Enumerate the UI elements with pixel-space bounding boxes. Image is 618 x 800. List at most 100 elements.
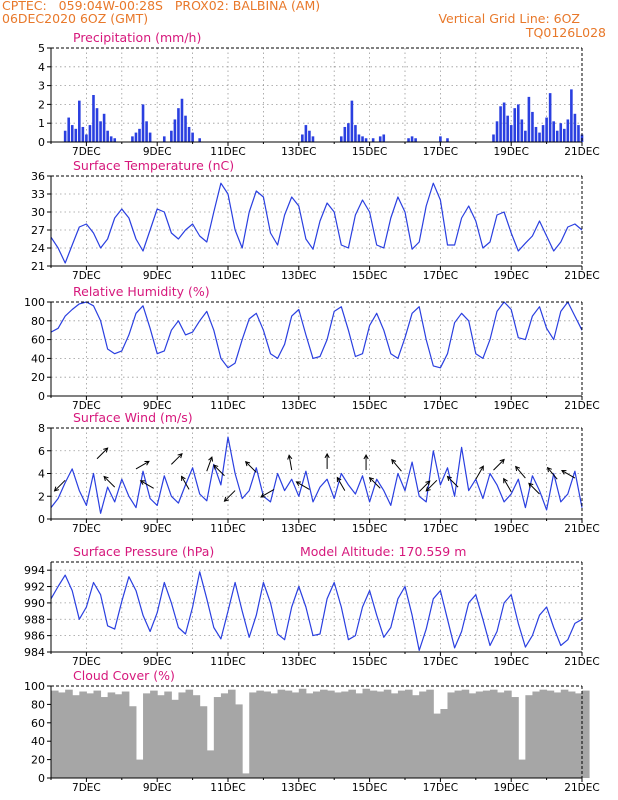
wind-arrow [171,453,183,465]
y-tick-label: 30 [31,206,45,219]
x-tick-label: 13DEC [281,523,316,535]
precip-bar [495,121,499,142]
precip-bar [570,89,573,142]
cloud-bar [412,695,420,778]
wind-arrow [103,476,116,488]
cloud-bar [355,693,364,778]
precip-bar [502,102,506,142]
y-tick-label: 992 [24,581,45,594]
precip-bar [95,108,99,142]
wind-arrowhead [244,461,251,467]
precip-bar [350,100,354,142]
y-tick-label: 33 [31,188,45,201]
precip-bar [92,95,95,142]
x-tick-label: 15DEC [352,270,387,282]
cloud-bar [206,750,215,778]
cloud-bar [72,695,80,778]
panel-2 [47,175,583,270]
panel-subtitle: Model Altitude: 170.559 m [300,544,466,559]
precip-bar [527,96,531,142]
series-line [50,301,583,369]
cloud-bar [341,691,349,778]
cloud-bar [65,689,73,778]
x-tick-label: 13DEC [281,656,316,668]
y-tick-label: 2 [38,490,45,503]
cloud-bar [298,688,307,778]
header-date-line: 06DEC2020 6OZ (GMT) [2,11,149,26]
wind-arrow [96,447,108,460]
cloud-bar [334,692,342,778]
wind-arrowhead [528,482,534,488]
y-tick-label: 20 [31,754,45,767]
wind-arrow [245,461,257,473]
x-tick-label: 21DEC [564,270,599,282]
cloud-bar [249,692,257,778]
precip-bar [170,130,173,142]
cloud-bar [284,690,293,778]
precip-bar [141,104,145,142]
wind-arrow [140,480,154,489]
cloud-bar [128,706,137,778]
x-tick-label: 17DEC [423,523,458,535]
precip-bar [534,126,538,142]
cloud-bar [383,689,392,778]
cloud-bar [461,689,470,778]
x-tick-label: 15DEC [352,523,387,535]
wind-arrowhead [260,492,266,498]
precip-bar [410,136,414,142]
header-run-code: TQ0126L028 [525,25,606,40]
y-tick-label: 988 [24,613,45,626]
x-tick-label: 19DEC [493,656,528,668]
cloud-bar [504,690,512,778]
precip-bar [407,138,410,142]
wind-arrow [493,459,505,471]
x-tick-label: 7DEC [72,523,101,535]
x-tick-label: 17DEC [423,146,458,158]
precip-bar [378,136,382,142]
wind-arrow [391,459,402,472]
wind-arrowhead [295,481,301,487]
x-tick-label: 7DEC [72,400,101,412]
x-tick-label: 19DEC [493,523,528,535]
y-tick-label: 4 [38,61,45,74]
x-tick-label: 7DEC [72,656,101,668]
panel-5 [47,561,583,656]
wind-arrowhead [103,447,109,453]
precip-bar [78,100,81,142]
x-tick-label: 9DEC [143,523,172,535]
x-tick-label: 17DEC [423,270,458,282]
x-tick-label: 13DEC [281,270,316,282]
cloud-bar [242,773,250,778]
y-tick-label: 24 [31,242,45,255]
cloud-bar [192,695,201,778]
cloud-bar [213,697,222,778]
wind-arrow [561,470,576,479]
x-tick-label: 15DEC [352,656,387,668]
cloud-bar [440,709,448,778]
cloud-bar [532,691,541,778]
wind-arrow [547,467,558,480]
cloud-bar [426,689,434,778]
precip-bar [81,126,85,142]
x-tick-label: 13DEC [281,400,316,412]
wind-arrow [515,466,526,479]
precip-bar [99,121,102,142]
wind-arrow [418,480,431,493]
precip-bar [88,125,92,142]
panel-title: Surface Pressure (hPa) [73,544,214,559]
cloud-bar [291,692,300,778]
cloud-bar [447,692,456,778]
x-tick-label: 21DEC [564,523,599,535]
precip-bar [70,125,74,142]
x-tick-label: 7DEC [72,270,101,282]
panel-title: Precipitation (mm/h) [73,30,201,45]
cloud-bar [220,693,229,778]
cloud-bar [468,693,477,778]
wind-arrow [54,479,66,492]
cloud-bar [433,713,441,778]
y-tick-label: 0 [38,772,45,785]
precip-bar [538,132,541,142]
cloud-bar [121,691,130,778]
cloud-bar [567,691,576,778]
precip-bar [343,126,347,142]
